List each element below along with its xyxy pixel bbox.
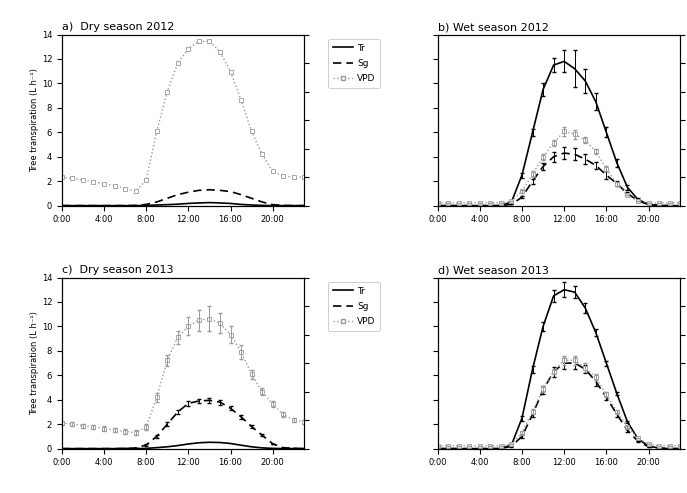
Text: b) Wet season 2012: b) Wet season 2012 (438, 22, 548, 33)
Text: c)  Dry season 2013: c) Dry season 2013 (62, 265, 173, 275)
Legend: Tr, Sg, VPD: Tr, Sg, VPD (328, 39, 380, 88)
Y-axis label: Tree transpiration (L h⁻¹): Tree transpiration (L h⁻¹) (30, 68, 39, 172)
Text: d) Wet season 2013: d) Wet season 2013 (438, 265, 548, 275)
Legend: Tr, Sg, VPD: Tr, Sg, VPD (328, 282, 380, 331)
Text: a)  Dry season 2012: a) Dry season 2012 (62, 22, 174, 33)
Y-axis label: Tree transpiration (L h⁻¹): Tree transpiration (L h⁻¹) (30, 311, 39, 415)
